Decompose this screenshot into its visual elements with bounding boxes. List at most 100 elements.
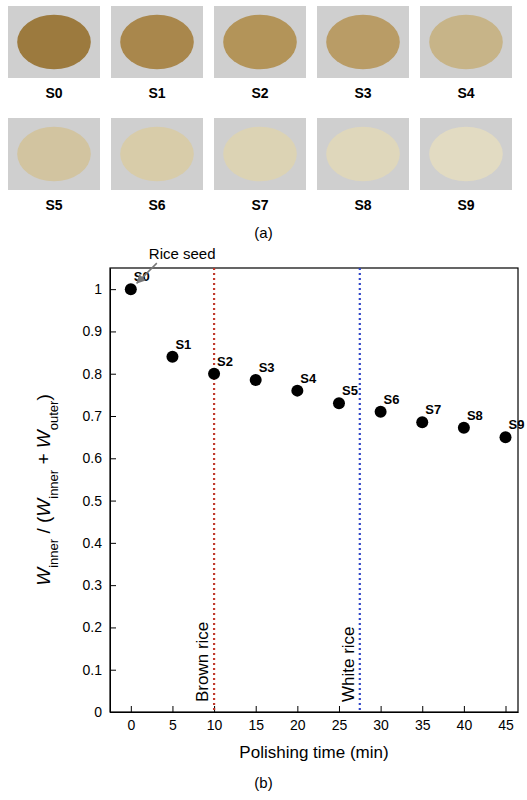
- x-tick: 5: [169, 706, 177, 733]
- y-tick: 0.7: [83, 408, 116, 424]
- reference-line: [359, 268, 361, 712]
- photo-label: S2: [251, 85, 268, 101]
- photo-background: [420, 118, 512, 190]
- data-point: [375, 406, 387, 418]
- photo-background: [317, 118, 409, 190]
- rice-pile: [429, 127, 503, 182]
- x-tick: 0: [127, 706, 135, 733]
- y-tick: 0.9: [83, 323, 116, 339]
- y-tick-label: 0.8: [83, 366, 103, 382]
- reference-line-label: White rice: [339, 626, 358, 702]
- y-tick-label: 0.6: [83, 450, 103, 466]
- x-tick: 25: [332, 706, 348, 733]
- rice-pile: [223, 15, 297, 70]
- data-point: [333, 397, 345, 409]
- x-tick-label: 25: [332, 717, 348, 733]
- y-tick-label: 0.5: [83, 493, 103, 509]
- y-tick-label: 0.9: [83, 323, 103, 339]
- annotation: Rice seed: [149, 245, 216, 262]
- data-point: [458, 422, 470, 434]
- x-tick-label: 40: [457, 717, 473, 733]
- y-axis-title: Winner / (Winner + Wouter): [33, 394, 61, 585]
- y-tick-mark: [110, 331, 116, 332]
- point-label: S5: [342, 383, 358, 398]
- x-tick-mark: [422, 706, 423, 712]
- photo-tile: S5: [8, 118, 100, 213]
- photo-panel: S0S1S2S3S4S5S6S7S8S9(a): [8, 6, 512, 241]
- x-tick-label: 5: [169, 717, 177, 733]
- y-tick-mark: [110, 585, 116, 586]
- y-tick-mark: [110, 627, 116, 628]
- y-tick: 1: [94, 281, 116, 297]
- y-tick: 0.5: [83, 493, 116, 509]
- rice-pile: [17, 15, 91, 70]
- x-tick-mark: [464, 706, 465, 712]
- rice-pile: [326, 15, 400, 70]
- photo-tile: S9: [420, 118, 512, 213]
- x-tick-label: 45: [498, 717, 514, 733]
- y-tick: 0.1: [83, 662, 116, 678]
- y-tick-label: 0.4: [83, 535, 103, 551]
- x-tick-mark: [506, 706, 507, 712]
- photo-background: [317, 6, 409, 78]
- x-tick-mark: [256, 706, 257, 712]
- photo-label: S0: [45, 85, 62, 101]
- rice-pile: [120, 15, 194, 70]
- x-tick: 40: [457, 706, 473, 733]
- y-tick: 0.2: [83, 619, 116, 635]
- rice-pile: [120, 127, 194, 182]
- point-label: S6: [384, 392, 400, 407]
- photo-background: [214, 6, 306, 78]
- y-tick-label: 0.2: [83, 619, 103, 635]
- point-label: S9: [509, 417, 525, 432]
- y-axis-title-part: / (: [33, 516, 54, 539]
- x-tick-mark: [131, 706, 132, 712]
- x-tick-label: 15: [248, 717, 264, 733]
- photo-label: S3: [354, 85, 371, 101]
- y-axis-title-part: outer: [46, 400, 61, 430]
- y-tick-mark: [110, 543, 116, 544]
- y-tick-mark: [110, 670, 116, 671]
- data-point: [125, 283, 137, 295]
- point-label: S2: [217, 354, 233, 369]
- x-tick-mark: [297, 706, 298, 712]
- reference-line-label: Brown rice: [193, 622, 212, 702]
- y-axis-title-part: inner: [46, 538, 61, 568]
- data-point: [208, 368, 220, 380]
- y-tick-mark: [110, 374, 116, 375]
- x-tick: 15: [248, 706, 264, 733]
- photo-background: [8, 118, 100, 190]
- data-point: [250, 374, 262, 386]
- point-label: S0: [134, 269, 150, 284]
- y-tick: 0: [94, 704, 116, 720]
- photo-label: S5: [45, 197, 62, 213]
- y-tick: 0.3: [83, 577, 116, 593]
- point-label: S4: [300, 371, 317, 386]
- x-tick-mark: [381, 706, 382, 712]
- x-tick-mark: [172, 706, 173, 712]
- y-tick-label: 0.3: [83, 577, 103, 593]
- y-tick-mark: [110, 712, 116, 713]
- reference-line: [213, 268, 215, 712]
- point-label: S3: [259, 360, 275, 375]
- x-tick: 30: [373, 706, 389, 733]
- x-axis: 051015202530354045: [111, 706, 519, 733]
- photo-label: S4: [457, 85, 474, 101]
- photo-background: [214, 118, 306, 190]
- y-axis-line: [110, 269, 111, 713]
- photo-background: [111, 118, 203, 190]
- photo-label: S1: [148, 85, 165, 101]
- y-axis-title-part: inner: [46, 469, 61, 499]
- photo-tile: S1: [111, 6, 203, 101]
- point-label: S1: [175, 337, 191, 352]
- point-label: S7: [425, 402, 441, 417]
- photo-tile: S0: [8, 6, 100, 101]
- data-point: [500, 431, 512, 443]
- y-axis-title-part: +: [33, 448, 54, 470]
- x-tick-label: 20: [290, 717, 306, 733]
- photo-tile: S8: [317, 118, 409, 213]
- x-tick-label: 30: [373, 717, 389, 733]
- x-tick-label: 10: [207, 717, 223, 733]
- x-tick: 20: [290, 706, 306, 733]
- plot-marks: [125, 268, 512, 712]
